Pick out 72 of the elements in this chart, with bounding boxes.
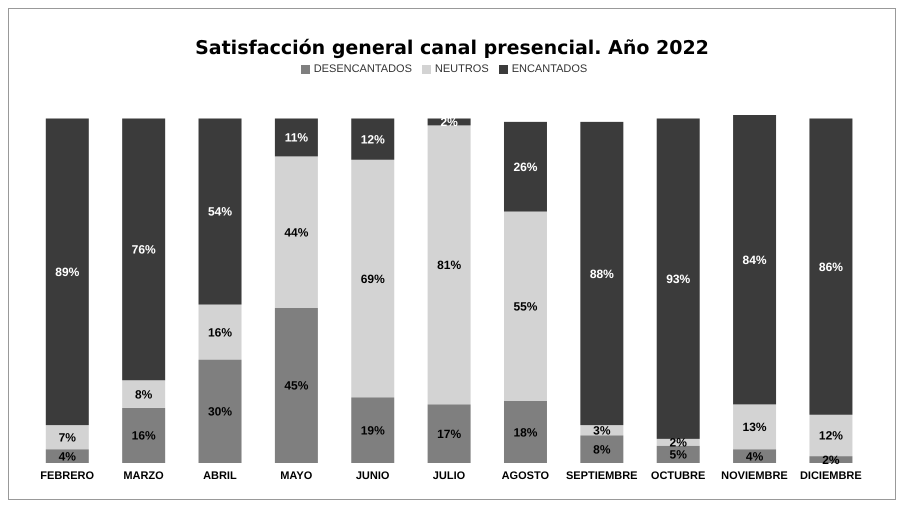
data-label: 45% bbox=[284, 378, 309, 393]
bar bbox=[122, 118, 166, 380]
data-label: 93% bbox=[666, 272, 691, 286]
x-tick-label: SEPTIEMBRE bbox=[566, 470, 638, 482]
bar bbox=[809, 414, 852, 456]
data-label: 12% bbox=[818, 428, 844, 443]
bar bbox=[122, 408, 166, 463]
data-label: 13% bbox=[742, 420, 767, 434]
data-label: 30% bbox=[208, 404, 232, 419]
bar bbox=[46, 425, 89, 450]
bar bbox=[351, 398, 394, 463]
bar bbox=[428, 125, 471, 404]
x-tick-label: NOVIEMBRE bbox=[721, 470, 788, 482]
data-label: 4% bbox=[58, 449, 76, 464]
x-tick-label: FEBRERO bbox=[40, 470, 95, 482]
x-tick-label: JULIO bbox=[432, 470, 466, 482]
bar bbox=[504, 400, 547, 463]
bar bbox=[733, 115, 776, 404]
bar bbox=[733, 404, 776, 450]
data-label: 81% bbox=[437, 258, 462, 272]
bar bbox=[504, 122, 547, 212]
data-label: 8% bbox=[134, 387, 153, 402]
data-label: 44% bbox=[284, 225, 309, 240]
x-tick-label: MARZO bbox=[123, 470, 164, 482]
x-tick-label: JUNIO bbox=[356, 470, 390, 482]
data-label: 76% bbox=[132, 242, 156, 257]
data-label: 17% bbox=[437, 426, 462, 441]
legend-label: ENCANTADOS bbox=[512, 63, 588, 75]
data-label: 3% bbox=[593, 424, 611, 438]
data-label: 89% bbox=[55, 265, 80, 280]
bar bbox=[580, 435, 624, 463]
x-tick-label: DICIEMBRE bbox=[800, 470, 862, 482]
data-label: 19% bbox=[360, 424, 386, 438]
bar bbox=[274, 118, 318, 156]
data-label: 69% bbox=[360, 272, 386, 286]
bar bbox=[656, 118, 700, 439]
data-label: 5% bbox=[670, 448, 688, 462]
bar bbox=[351, 160, 394, 398]
legend-label: NEUTROS bbox=[434, 63, 489, 75]
data-label: 12% bbox=[360, 132, 386, 146]
data-label: 8% bbox=[593, 442, 611, 456]
data-label: 54% bbox=[208, 204, 232, 219]
data-label: 55% bbox=[513, 299, 538, 314]
data-label: 4% bbox=[746, 449, 764, 464]
legend-label: DESENCANTADOS bbox=[314, 63, 412, 75]
bar bbox=[198, 118, 242, 305]
bar bbox=[274, 308, 318, 463]
bar bbox=[198, 304, 242, 360]
x-tick-label: ABRIL bbox=[203, 470, 237, 482]
data-label: 88% bbox=[590, 266, 614, 281]
data-label: 11% bbox=[284, 130, 308, 145]
bar bbox=[46, 118, 89, 426]
data-label: 7% bbox=[58, 430, 76, 444]
data-label: 16% bbox=[132, 428, 156, 443]
data-label: 16% bbox=[208, 325, 232, 340]
data-label: 84% bbox=[742, 252, 767, 267]
x-tick-label: MAYO bbox=[280, 470, 313, 482]
bar bbox=[351, 118, 394, 160]
data-label: 26% bbox=[513, 160, 538, 174]
data-label: 18% bbox=[513, 425, 538, 440]
bar bbox=[198, 360, 242, 463]
x-tick-label: OCTUBRE bbox=[650, 470, 706, 482]
bar bbox=[809, 118, 852, 415]
bar bbox=[580, 122, 624, 426]
bar bbox=[122, 380, 166, 408]
chart-title: Satisfacción general canal presencial. Año 2022 bbox=[194, 37, 710, 59]
data-label: 2% bbox=[670, 436, 688, 450]
bar bbox=[274, 156, 318, 308]
bar bbox=[504, 211, 547, 401]
bar bbox=[428, 404, 471, 463]
data-label: 86% bbox=[818, 260, 844, 274]
x-tick-label: AGOSTO bbox=[502, 470, 550, 482]
